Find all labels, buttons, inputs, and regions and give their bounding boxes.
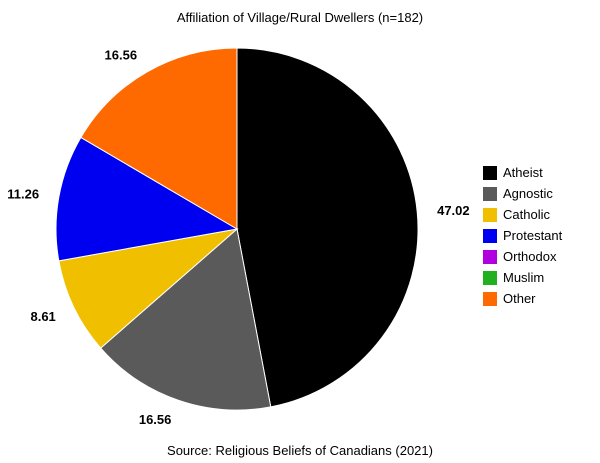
legend-label-catholic: Catholic (503, 207, 550, 222)
chart-title: Affiliation of Village/Rural Dwellers (n… (177, 10, 423, 25)
legend-swatch-other (483, 292, 497, 306)
legend-item-other: Other (483, 291, 536, 306)
pie-slice-protestant (55, 136, 239, 262)
legend-label-atheist: Atheist (503, 165, 543, 180)
legend-label-muslim: Muslim (503, 270, 544, 285)
pie-slice-other (80, 47, 238, 230)
data-label-agnostic: 16.56 (139, 412, 172, 427)
data-label-catholic: 8.61 (30, 309, 55, 324)
legend-label-protestant: Protestant (503, 228, 563, 243)
pie-slice-atheist (236, 47, 419, 408)
legend-item-protestant: Protestant (483, 228, 563, 243)
legend-swatch-protestant (483, 229, 497, 243)
legend-item-catholic: Catholic (483, 207, 550, 222)
legend-swatch-atheist (483, 166, 497, 180)
legend-swatch-catholic (483, 208, 497, 222)
chart-legend: Atheist Agnostic Catholic Protestant Orthodo… (483, 165, 563, 306)
legend-item-muslim: Muslim (483, 270, 544, 285)
pie-slice-catholic (58, 228, 239, 349)
data-label-atheist: 47.02 (437, 203, 470, 218)
legend-label-agnostic: Agnostic (503, 186, 553, 201)
legend-item-agnostic: Agnostic (483, 186, 553, 201)
legend-swatch-agnostic (483, 187, 497, 201)
legend-item-atheist: Atheist (483, 165, 543, 180)
legend-label-orthodox: Orthodox (503, 249, 557, 264)
pie-slice-agnostic (99, 228, 272, 411)
chart-caption: Source: Religious Beliefs of Canadians (… (167, 443, 433, 458)
data-label-other: 16.56 (105, 48, 138, 63)
pie-data-labels: 47.02 16.56 8.61 11.26 16.56 (7, 48, 469, 427)
pie-slices (55, 47, 419, 411)
legend-label-other: Other (503, 291, 536, 306)
legend-item-orthodox: Orthodox (483, 249, 557, 264)
data-label-protestant: 11.26 (7, 187, 39, 202)
legend-swatch-muslim (483, 271, 497, 285)
legend-swatch-orthodox (483, 250, 497, 264)
